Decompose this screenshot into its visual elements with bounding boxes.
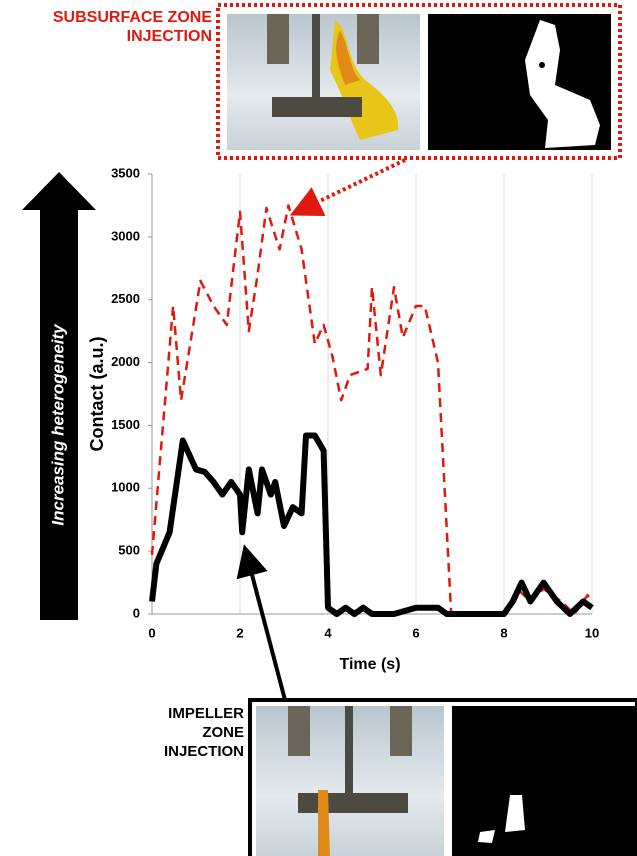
x-tick-label: 10 xyxy=(585,625,599,640)
series-line xyxy=(152,205,592,614)
photo xyxy=(256,706,444,856)
x-tick-label: 8 xyxy=(500,625,507,640)
photo xyxy=(227,14,420,150)
y-tick-label: 0 xyxy=(133,605,140,620)
x-tick-label: 2 xyxy=(236,625,243,640)
y-tick-label: 3500 xyxy=(111,165,140,180)
series-line xyxy=(152,435,592,614)
plot: 0 2 4 6 8 10 0 500 1000 1500 2000 2500 3000 3500 xyxy=(111,165,599,640)
x-tick-label: 0 xyxy=(148,625,155,640)
annotation: SUBSURFACE ZONE INJECTION xyxy=(0,8,212,46)
x-axis-title: Time (s) xyxy=(339,656,400,673)
callout-arrow xyxy=(246,552,285,700)
x-tick-label: 4 xyxy=(324,625,332,640)
binary-image xyxy=(452,706,637,856)
y-tick-label: 1500 xyxy=(111,417,140,432)
x-tick-label: 6 xyxy=(412,625,419,640)
y-tick-label: 3000 xyxy=(111,228,140,243)
callout-arrow xyxy=(297,160,405,212)
y-tick-label: 2000 xyxy=(111,354,140,369)
annotation: IMPELLER ZONE INJECTION xyxy=(128,704,244,761)
y-tick-label: 500 xyxy=(118,543,140,558)
y-tick-label: 2500 xyxy=(111,291,140,306)
binary-image xyxy=(428,14,611,150)
arrow-label: Increasing heterogeneity xyxy=(48,323,67,526)
y-axis-title: Contact (a.u.) xyxy=(87,336,107,451)
chart: 0 2 4 6 8 10 0 500 1000 1500 2000 2500 3000 3500 Incr… xyxy=(0,0,637,856)
page: {"chart_data": {"type": "line", "xlabel"… xyxy=(0,0,637,856)
y-tick-label: 1000 xyxy=(111,480,140,495)
